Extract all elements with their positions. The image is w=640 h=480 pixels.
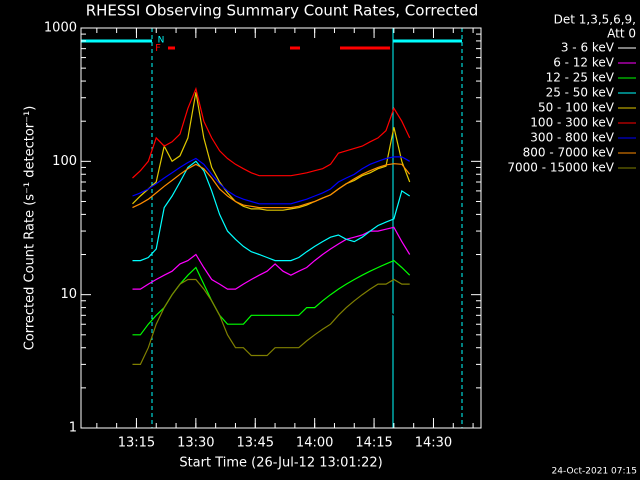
x-tick-label: 14:30 — [415, 436, 452, 451]
y-tick-label: 10 — [60, 287, 77, 302]
x-tick-label: 13:45 — [237, 436, 274, 451]
annotation: F — [155, 43, 161, 54]
y-tick-label: 100 — [52, 154, 77, 169]
plot-frame — [80, 27, 482, 429]
data-line — [132, 226, 411, 290]
data-line — [132, 278, 410, 365]
legend-label: 300 - 800 keV — [530, 131, 614, 145]
timestamp: 24-Oct-2021 07:15 — [552, 467, 637, 477]
data-line — [132, 160, 411, 262]
x-axis-label: Start Time (26-Jul-12 13:01:22) — [179, 456, 382, 471]
data-line — [132, 156, 410, 205]
legend-label: 50 - 100 keV — [538, 101, 615, 115]
y-tick-label: 1000 — [44, 21, 77, 36]
x-tick-label: 13:30 — [177, 436, 214, 451]
legend-label: 100 - 300 keV — [530, 116, 614, 130]
data-line — [132, 92, 411, 211]
x-tick-label: 14:15 — [355, 436, 392, 451]
annotation: N — [158, 36, 165, 46]
y-axis-label: Corrected Count Rate (s⁻¹ detector⁻¹) — [23, 106, 38, 351]
data-line — [132, 259, 411, 336]
legend-label: 12 - 25 keV — [546, 71, 615, 85]
data-line — [132, 240, 411, 389]
data-line — [132, 163, 411, 209]
data-line — [132, 86, 411, 179]
legend-label: 25 - 50 keV — [546, 86, 615, 100]
legend-header: Att 0 — [607, 27, 636, 41]
chart-title: RHESSI Observing Summary Count Rates, Co… — [86, 2, 479, 20]
status-bars — [81, 28, 463, 428]
legend-label: 7000 - 15000 keV — [507, 161, 614, 175]
legend-header: Det 1,3,5,6,9, — [554, 13, 636, 27]
y-tick-label: 1 — [69, 421, 77, 436]
x-tick-label: 13:15 — [118, 436, 155, 451]
legend-label: 800 - 7000 keV — [523, 146, 615, 160]
legend-label: 3 - 6 keV — [561, 41, 615, 55]
x-tick-label: 14:00 — [296, 436, 333, 451]
legend-label: 6 - 12 keV — [553, 56, 615, 70]
